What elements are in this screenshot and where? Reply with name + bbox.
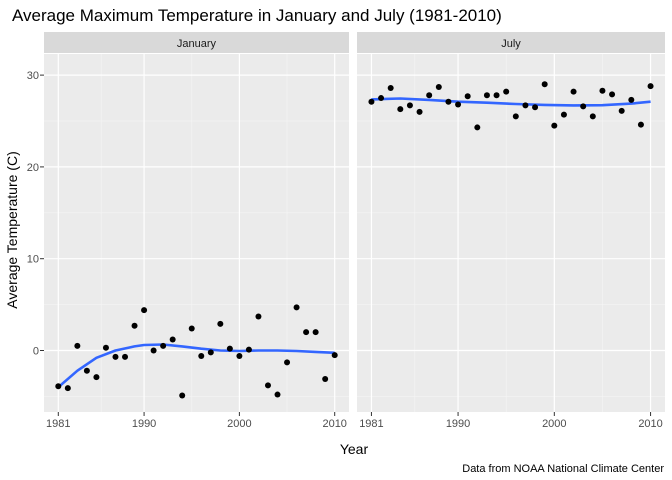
data-point <box>560 111 567 118</box>
data-point <box>160 342 167 349</box>
y-tick-label: 20 <box>27 162 39 174</box>
data-point <box>150 347 157 354</box>
x-tick-label: 1981 <box>46 418 70 430</box>
data-point <box>599 87 606 94</box>
data-point <box>397 106 404 113</box>
data-point <box>122 353 129 360</box>
x-tick-label: 2010 <box>638 418 662 430</box>
data-point <box>207 349 214 356</box>
data-point <box>426 92 433 99</box>
data-point <box>589 113 596 120</box>
data-point <box>435 84 442 91</box>
facet-strip <box>357 32 665 53</box>
caption: Data from NOAA National Climate Center <box>462 463 664 475</box>
data-point <box>198 353 205 360</box>
data-point <box>522 102 529 109</box>
data-point <box>226 345 233 352</box>
y-axis-title: Average Temperature (C) <box>4 151 20 308</box>
data-point <box>236 353 243 360</box>
panel-july: July 1981 1990 2000 2010 <box>357 32 665 430</box>
data-point <box>455 101 462 108</box>
panels-layer: 0 10 20 30 January 1981 1990 2000 2010 July 1981 19… <box>27 32 665 430</box>
data-point <box>445 98 452 105</box>
data-point <box>93 374 100 381</box>
x-tick-label: 2000 <box>227 418 251 430</box>
facet-strip <box>44 32 349 53</box>
data-point <box>387 84 394 91</box>
panel-background <box>44 54 349 412</box>
data-point <box>570 88 577 95</box>
panel-january: January 1981 1990 2000 2010 <box>44 32 349 430</box>
x-tick-label: 1981 <box>359 418 383 430</box>
data-point <box>141 307 148 314</box>
data-point <box>264 382 271 389</box>
data-point <box>303 329 310 336</box>
data-point <box>55 383 62 390</box>
x-tick-label: 1990 <box>132 418 156 430</box>
data-point <box>512 113 519 120</box>
data-point <box>293 304 300 311</box>
data-point <box>628 96 635 103</box>
data-point <box>580 103 587 110</box>
data-point <box>416 108 423 115</box>
data-point <box>474 124 481 131</box>
data-point <box>406 102 413 109</box>
data-point <box>464 93 471 100</box>
data-point <box>83 367 90 374</box>
x-axis-title: Year <box>340 441 369 457</box>
smooth-line <box>371 97 651 107</box>
data-point <box>637 121 644 128</box>
data-point <box>551 122 558 129</box>
data-point <box>647 83 654 90</box>
data-point <box>368 98 375 105</box>
y-tick-label: 0 <box>33 345 39 357</box>
data-point <box>483 92 490 99</box>
data-point <box>274 391 281 398</box>
x-tick-label: 1990 <box>446 418 470 430</box>
y-tick-label: 30 <box>27 70 39 82</box>
data-point <box>378 95 385 102</box>
data-point <box>102 344 109 351</box>
data-point <box>618 107 625 114</box>
y-tick-label: 10 <box>27 254 39 266</box>
chart-title: Average Maximum Temperature in January a… <box>12 6 502 25</box>
data-point <box>245 346 252 353</box>
data-point <box>74 342 81 349</box>
data-point <box>131 322 138 329</box>
data-point <box>503 88 510 95</box>
data-point <box>112 353 119 360</box>
data-point <box>493 92 500 99</box>
data-point <box>312 329 319 336</box>
x-tick-label: 2000 <box>542 418 566 430</box>
data-point <box>331 352 338 359</box>
data-point <box>255 313 262 320</box>
x-tick-label: 2010 <box>322 418 346 430</box>
data-point <box>541 81 548 88</box>
facet-strip-label: July <box>501 38 521 50</box>
facet-strip-label: January <box>177 38 217 50</box>
data-point <box>532 104 539 111</box>
data-point <box>188 325 195 332</box>
data-point <box>169 336 176 343</box>
data-point <box>284 359 291 366</box>
data-point <box>179 392 186 399</box>
data-point <box>609 91 616 98</box>
panel-background <box>357 54 665 412</box>
smooth-line <box>57 343 335 389</box>
data-point <box>217 320 224 327</box>
data-point <box>64 385 71 392</box>
data-point <box>322 375 329 382</box>
